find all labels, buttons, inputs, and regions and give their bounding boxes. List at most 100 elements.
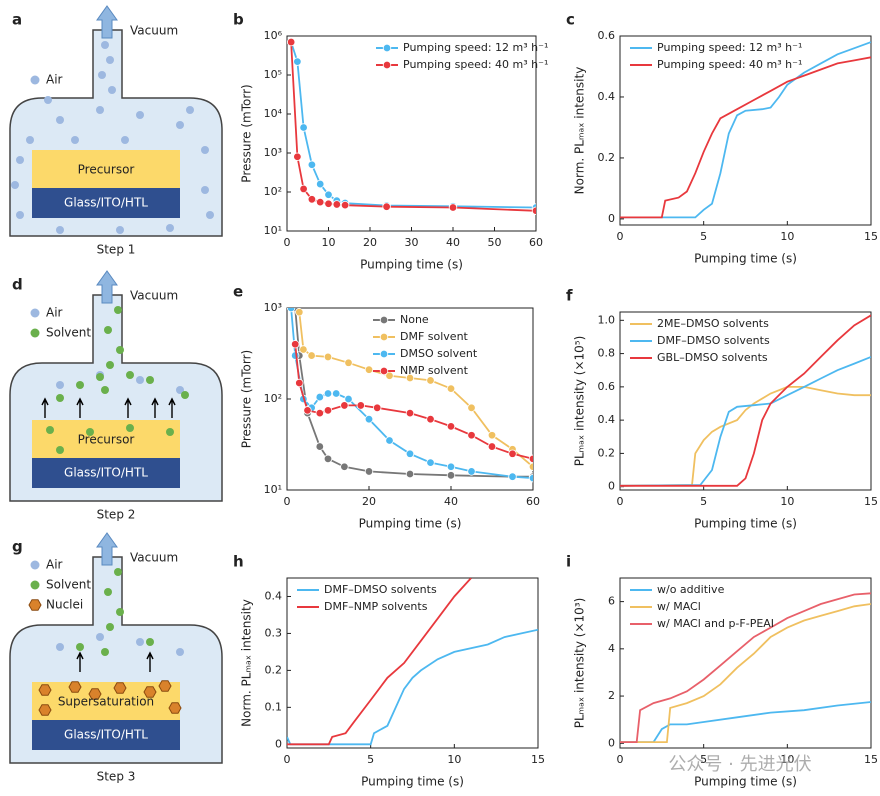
nucleus: [113, 682, 127, 694]
marker: [446, 384, 456, 393]
y-tick-label: 10²: [264, 185, 282, 198]
marker: [315, 442, 324, 451]
marker: [405, 469, 415, 479]
solvent-dot: [101, 386, 109, 394]
legend-text: Solvent: [46, 326, 91, 340]
marker: [385, 436, 394, 445]
legend-text: Pumping speed: 12 m³ h⁻¹: [403, 41, 548, 54]
series-line: [620, 592, 871, 743]
nucleus: [168, 702, 182, 714]
marker: [448, 203, 458, 212]
legend-dot: [30, 75, 40, 85]
marker: [528, 454, 533, 464]
air-dot: [136, 376, 144, 384]
x-tick-label: 5: [700, 753, 707, 766]
marker: [323, 352, 333, 362]
solvent-dot: [106, 361, 114, 369]
x-tick-label: 0: [617, 495, 624, 508]
marker: [299, 123, 308, 132]
marker: [293, 57, 302, 66]
marker: [324, 190, 333, 199]
y-tick-label: 6: [608, 595, 615, 608]
solvent-dot: [96, 373, 104, 381]
layer-bottom: [32, 458, 180, 488]
marker: [467, 403, 476, 413]
series-line: [620, 314, 871, 487]
marker: [316, 197, 325, 207]
air-dot: [176, 121, 184, 129]
y-tick-label: 0.8: [598, 347, 616, 360]
nucleus: [38, 704, 52, 716]
legend-text: DMF solvent: [400, 330, 469, 343]
solvent-dot: [56, 394, 64, 402]
marker: [340, 200, 350, 210]
air-dot: [201, 186, 209, 194]
nucleus: [158, 680, 172, 692]
y-axis-label: PLₘₐₓ intensity (×10³): [573, 598, 587, 729]
series-line: [620, 56, 871, 219]
step-label: Step 2: [97, 508, 136, 522]
marker: [426, 414, 435, 424]
marker: [373, 403, 382, 413]
air-dot: [98, 71, 106, 79]
marker: [307, 195, 317, 204]
legend-text: Solvent: [46, 578, 91, 592]
x-tick-label: 15: [531, 753, 545, 766]
layer-bottom: [32, 720, 180, 750]
marker: [293, 152, 302, 161]
nucleus: [143, 686, 157, 698]
layer-top: [32, 150, 180, 188]
layer-text: Precursor: [78, 163, 135, 177]
vacuum-label: Vacuum: [130, 551, 178, 565]
panel-label: g: [12, 538, 23, 556]
solvent-dot: [114, 568, 122, 576]
x-tick-label: 15: [864, 753, 878, 766]
solvent-dot: [146, 376, 154, 384]
x-tick-label: 0: [617, 753, 624, 766]
legend-text: DMF–DMSO solvents: [657, 334, 770, 347]
air-dot: [176, 386, 184, 394]
nucleus: [68, 681, 82, 693]
evap-arrow: [151, 397, 159, 418]
y-tick-label: 10⁶: [264, 29, 283, 42]
solvent-dot: [76, 643, 84, 651]
layer-top: [32, 682, 180, 720]
plot-frame: [619, 311, 872, 491]
solvent-dot: [146, 638, 154, 646]
vacuum-label: Vacuum: [130, 289, 178, 303]
y-tick-label: 0: [608, 480, 615, 493]
y-tick-label: 0.4: [598, 413, 616, 426]
marker: [344, 394, 353, 404]
y-tick-label: 10⁵: [264, 68, 282, 81]
y-tick-label: 4: [608, 642, 615, 655]
air-dot: [11, 181, 19, 189]
vacuum-arrow: [96, 5, 118, 39]
marker: [332, 389, 341, 398]
marker: [316, 179, 325, 189]
marker: [405, 373, 415, 383]
marker: [323, 389, 333, 398]
air-dot: [201, 146, 209, 154]
x-tick-label: 10: [322, 236, 336, 249]
x-tick-label: 0: [284, 236, 291, 249]
x-tick-label: 10: [780, 495, 794, 508]
legend-text: Pumping speed: 12 m³ h⁻¹: [657, 41, 802, 54]
y-tick-label: 10¹: [264, 483, 282, 496]
marker: [405, 408, 415, 418]
legend-text: Pumping speed: 40 m³ h⁻¹: [403, 58, 548, 71]
marker: [287, 37, 296, 47]
air-dot: [101, 41, 109, 49]
marker: [467, 431, 476, 440]
legend-text: w/ MACl: [657, 600, 701, 613]
layer-text: Supersaturation: [58, 695, 154, 709]
marker: [291, 340, 300, 349]
marker: [295, 378, 304, 388]
legend-text: Pumping speed: 40 m³ h⁻¹: [657, 58, 802, 71]
y-tick-label: 0.3: [265, 626, 283, 639]
solvent-dot: [116, 608, 124, 616]
layer-text: Glass/ITO/HTL: [64, 196, 148, 210]
legend-marker: [379, 332, 389, 342]
x-tick-label: 15: [864, 230, 878, 243]
air-dot: [44, 96, 52, 104]
nucleus: [88, 688, 102, 700]
